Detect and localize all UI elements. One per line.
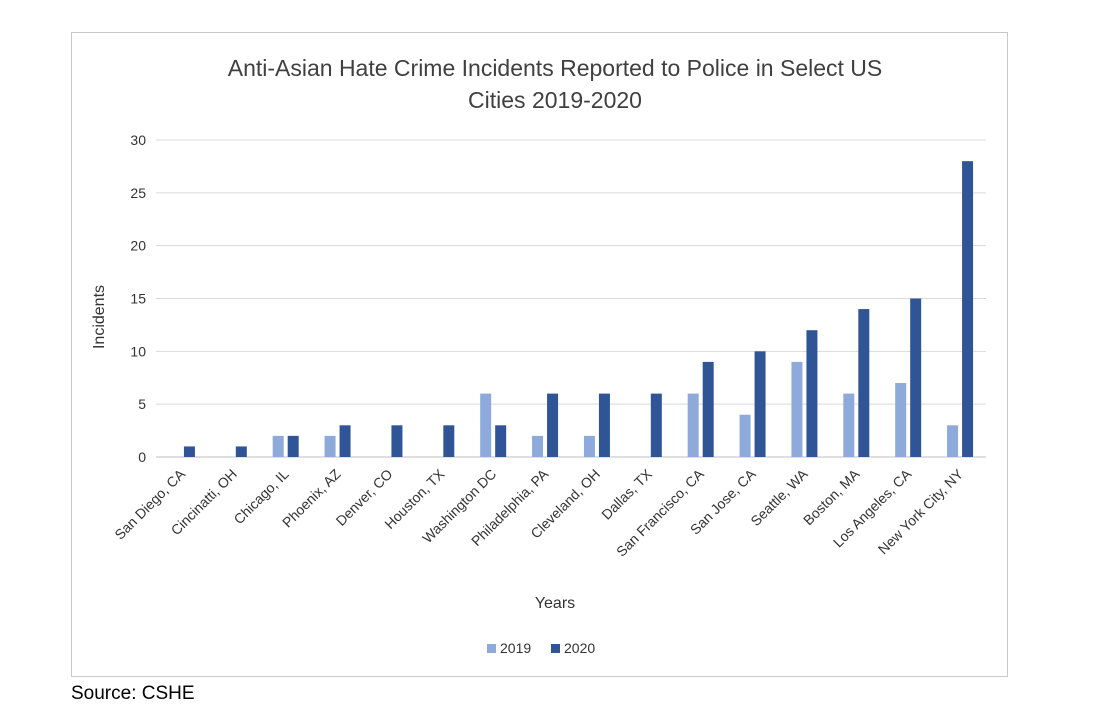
bar-2019 [947,425,959,457]
y-tick-label: 30 [130,132,146,148]
legend: 2019 2020 [487,640,595,656]
bar-2019 [895,383,907,457]
bar-2020 [391,425,403,457]
bar-2020 [910,298,922,457]
bar-2020 [598,393,610,457]
y-tick-label: 25 [130,185,146,201]
chart-title-line: Anti-Asian Hate Crime Incidents Reported… [228,55,883,81]
bar-2019 [843,393,855,457]
bar-2019 [272,435,284,457]
bar-2020 [287,435,299,457]
x-category-label: San Francisco, CA [613,465,707,559]
x-axis-title: Years [535,595,575,612]
legend-label-2020: 2020 [564,640,595,656]
chart-frame: Anti-Asian Hate Crime Incidents Reported… [71,32,1008,677]
bar-2019 [532,435,544,457]
y-axis-title: Incidents [91,285,108,349]
gridlines [156,139,986,458]
bar-2020 [443,425,455,457]
bar-2020 [754,351,766,457]
bar-2020 [858,309,870,457]
bars [183,161,974,457]
bar-2020 [495,425,507,457]
bar-2020 [235,446,247,457]
y-axis-ticks: 0 5 10 15 20 25 30 [130,132,146,465]
chart-title: Anti-Asian Hate Crime Incidents Reported… [228,55,883,113]
bar-2019 [324,435,336,457]
y-tick-label: 20 [130,238,146,254]
y-tick-label: 15 [130,291,146,307]
chart-title-line: Cities 2019-2020 [468,87,642,113]
bar-2020 [806,330,818,457]
y-tick-label: 5 [138,396,146,412]
bar-2019 [687,393,699,457]
y-tick-label: 0 [138,449,146,465]
bar-2020 [650,393,662,457]
bar-2020 [183,446,195,457]
bar-2019 [739,414,751,457]
bar-2019 [480,393,492,457]
bar-2020 [547,393,559,457]
source-note: Source: CSHE [71,683,195,704]
bar-chart: Anti-Asian Hate Crime Incidents Reported… [91,55,986,656]
bar-2020 [962,161,974,457]
legend-swatch-2019 [487,644,496,653]
y-tick-label: 10 [130,343,146,359]
bar-2019 [791,361,803,457]
legend-label-2019: 2019 [500,640,531,656]
bar-2020 [702,361,714,457]
bar-2020 [339,425,351,457]
legend-swatch-2020 [551,644,560,653]
bar-2019 [583,435,595,457]
